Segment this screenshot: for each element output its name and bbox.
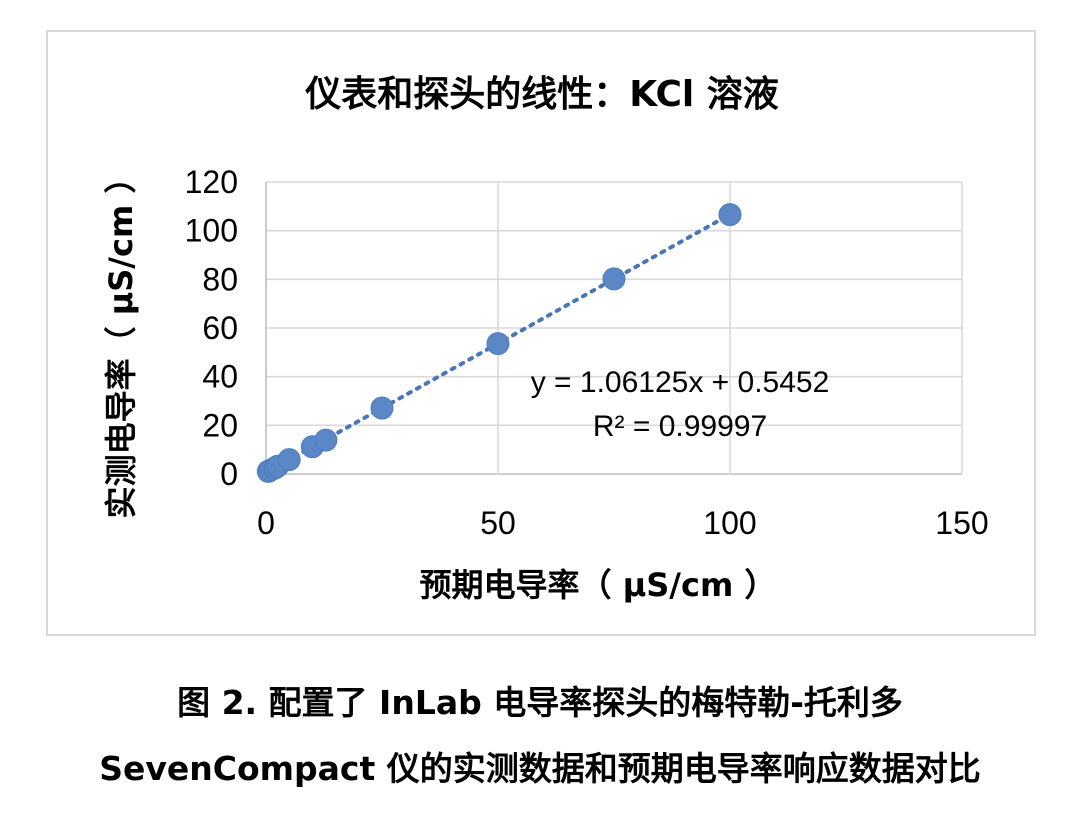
x-tick-label: 50 — [480, 505, 516, 541]
trendline-r-squared: R² = 0.99997 — [593, 410, 767, 443]
x-axis-label: 预期电导率（ μS/cm ） — [420, 566, 777, 604]
figure-caption-line-2: SevenCompact 仪的实测数据和预期电导率响应数据对比 — [99, 749, 981, 788]
x-tick-label: 100 — [703, 505, 756, 541]
axes: 0 20 40 60 80 100 120 0 50 100 150 — [185, 164, 989, 541]
y-axis-label: 实测电导率（ μS/cm ） — [102, 162, 140, 519]
y-tick-label: 0 — [220, 456, 238, 492]
gridlines — [265, 181, 963, 475]
x-tick-label: 150 — [935, 505, 988, 541]
y-tick-label: 20 — [202, 407, 238, 443]
y-tick-label: 120 — [185, 164, 238, 200]
data-point — [486, 332, 510, 356]
y-tick-label: 60 — [202, 310, 238, 346]
chart: 仪表和探头的线性：KCl 溶液 0 20 40 60 80 100 120 0 50 100 150… — [102, 74, 989, 604]
x-tick-label: 0 — [257, 505, 275, 541]
y-tick-label: 80 — [202, 261, 238, 297]
data-points — [256, 203, 742, 483]
trendline-equation: y = 1.06125x + 0.5452 — [531, 366, 830, 399]
data-point — [370, 396, 394, 420]
data-point — [718, 203, 742, 227]
y-tick-label: 100 — [185, 213, 238, 249]
data-point — [314, 428, 338, 452]
data-point — [277, 448, 301, 472]
data-point — [602, 267, 626, 291]
chart-title: 仪表和探头的线性：KCl 溶液 — [304, 74, 779, 115]
chart-frame — [46, 30, 1036, 636]
figure-caption-line-1: 图 2. 配置了 InLab 电导率探头的梅特勒-托利多 — [177, 683, 903, 722]
y-tick-label: 40 — [202, 359, 238, 395]
